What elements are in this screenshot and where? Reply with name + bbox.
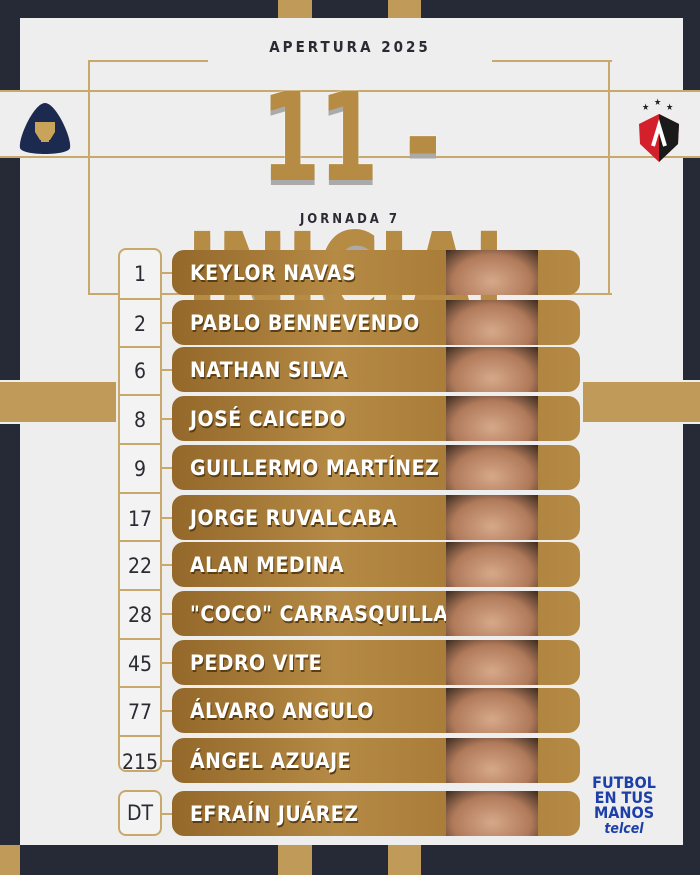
jersey-number: 1 <box>133 262 147 286</box>
sponsor-text: MANOS <box>593 803 655 822</box>
jersey-number: 6 <box>133 359 147 383</box>
connector <box>162 710 172 712</box>
gold-band-left <box>0 380 116 424</box>
coach-row: EFRAÍN JUÁREZ <box>172 791 580 836</box>
connector <box>162 813 172 815</box>
coach-name: EFRAÍN JUÁREZ <box>190 802 359 826</box>
logo-band <box>0 90 700 158</box>
connector <box>162 272 172 274</box>
sponsor-text: FUTBOL <box>592 773 656 792</box>
gold-strip <box>278 845 312 875</box>
player-photo <box>446 591 538 636</box>
player-name: JOSÉ CAICEDO <box>190 407 347 431</box>
connector <box>162 564 172 566</box>
jersey-number: 8 <box>133 408 147 432</box>
connector <box>162 467 172 469</box>
frame-line <box>88 60 208 62</box>
player-row: "COCO" CARRASQUILLA <box>172 591 580 636</box>
number-separator <box>118 638 162 640</box>
frame-line <box>492 60 612 62</box>
player-photo <box>446 347 538 392</box>
jersey-number: 77 <box>127 700 153 724</box>
sponsor-logo: FUTBOL EN TUS MANOS telcel <box>588 775 660 837</box>
gold-strip <box>0 845 20 875</box>
player-row: ALAN MEDINA <box>172 542 580 587</box>
number-separator <box>118 492 162 494</box>
player-photo <box>446 738 538 783</box>
number-separator <box>118 443 162 445</box>
connector <box>162 662 172 664</box>
svg-text:★: ★ <box>654 98 661 108</box>
atlas-logo-icon: ★ ★ ★ <box>634 96 684 170</box>
gold-strip <box>278 0 312 18</box>
player-name: JORGE RUVALCABA <box>190 506 398 530</box>
player-row: PABLO BENNEVENDO <box>172 300 580 345</box>
connector <box>162 613 172 615</box>
player-name: KEYLOR NAVAS <box>190 261 357 285</box>
player-name: PABLO BENNEVENDO <box>190 311 420 335</box>
jersey-number: 215 <box>121 750 159 774</box>
player-row: JORGE RUVALCABA <box>172 495 580 540</box>
player-name: ÁNGEL AZUAJE <box>190 749 352 773</box>
number-separator <box>118 394 162 396</box>
number-column <box>118 248 162 772</box>
svg-text:★: ★ <box>666 103 673 113</box>
title-frame <box>88 60 610 294</box>
number-separator <box>118 346 162 348</box>
player-row: KEYLOR NAVAS <box>172 250 580 295</box>
player-photo <box>446 396 538 441</box>
player-photo <box>446 791 538 836</box>
jersey-number: 45 <box>127 652 153 676</box>
pumas-logo-icon <box>16 100 74 162</box>
player-name: "COCO" CARRASQUILLA <box>190 602 449 626</box>
player-row: GUILLERMO MARTÍNEZ <box>172 445 580 490</box>
sponsor-brand: telcel <box>604 821 644 837</box>
connector <box>162 369 172 371</box>
player-name: GUILLERMO MARTÍNEZ <box>190 456 440 480</box>
player-row: ÁNGEL AZUAJE <box>172 738 580 783</box>
player-photo <box>446 250 538 295</box>
number-separator <box>118 540 162 542</box>
number-separator <box>118 686 162 688</box>
gold-strip <box>388 845 421 875</box>
connector <box>162 517 172 519</box>
jersey-number: 9 <box>133 457 147 481</box>
player-photo <box>446 688 538 733</box>
player-photo <box>446 445 538 490</box>
number-separator <box>118 298 162 300</box>
player-name: ÁLVARO ANGULO <box>190 699 374 723</box>
gold-strip <box>388 0 421 18</box>
sponsor-text: EN TUS <box>594 788 654 807</box>
player-row: ÁLVARO ANGULO <box>172 688 580 733</box>
gold-band-right <box>583 380 700 424</box>
player-photo <box>446 542 538 587</box>
number-separator <box>118 589 162 591</box>
player-photo <box>446 495 538 540</box>
coach-label: DT <box>118 790 162 836</box>
season-label: APERTURA 2025 <box>269 38 431 56</box>
player-photo <box>446 300 538 345</box>
player-row: NATHAN SILVA <box>172 347 580 392</box>
number-separator <box>118 735 162 737</box>
jersey-number: 2 <box>133 312 147 336</box>
jersey-number: 22 <box>127 554 153 578</box>
player-name: ALAN MEDINA <box>190 553 345 577</box>
jersey-number: 17 <box>127 507 153 531</box>
player-name: NATHAN SILVA <box>190 358 349 382</box>
connector <box>162 760 172 762</box>
player-photo <box>446 640 538 685</box>
matchday-label: JORNADA 7 <box>299 212 401 227</box>
svg-text:★: ★ <box>642 103 649 113</box>
connector <box>162 322 172 324</box>
jersey-number: 28 <box>127 603 153 627</box>
connector <box>162 418 172 420</box>
player-row: JOSÉ CAICEDO <box>172 396 580 441</box>
player-name: PEDRO VITE <box>190 651 323 675</box>
player-row: PEDRO VITE <box>172 640 580 685</box>
